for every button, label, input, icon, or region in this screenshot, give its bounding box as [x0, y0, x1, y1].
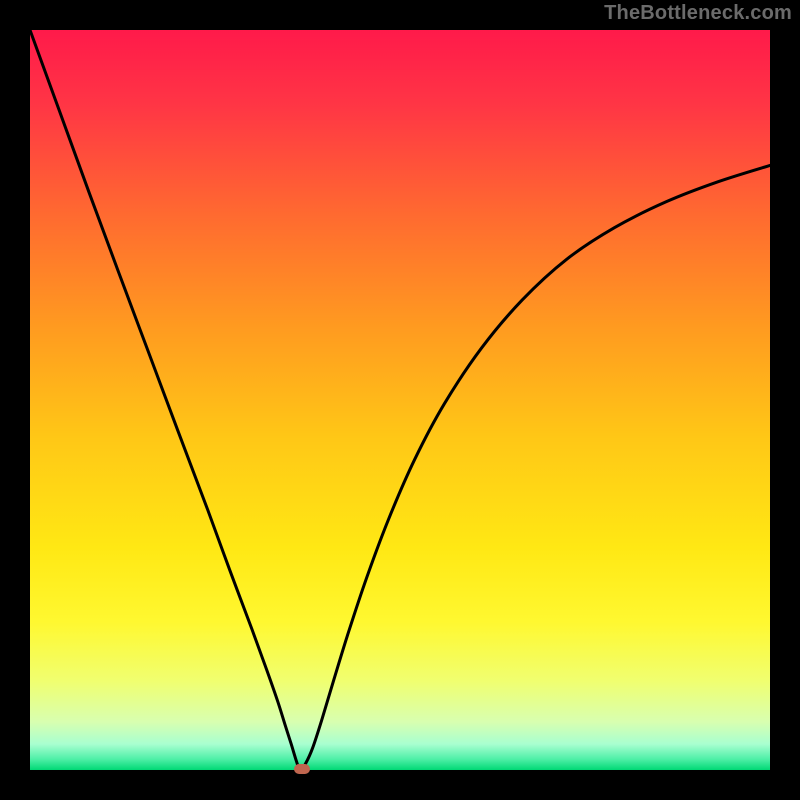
- bottleneck-curve: [30, 30, 770, 770]
- chart-frame: TheBottleneck.com: [0, 0, 800, 800]
- plot-area: [30, 30, 770, 770]
- watermark-text: TheBottleneck.com: [604, 2, 792, 25]
- apex-marker: [294, 764, 310, 774]
